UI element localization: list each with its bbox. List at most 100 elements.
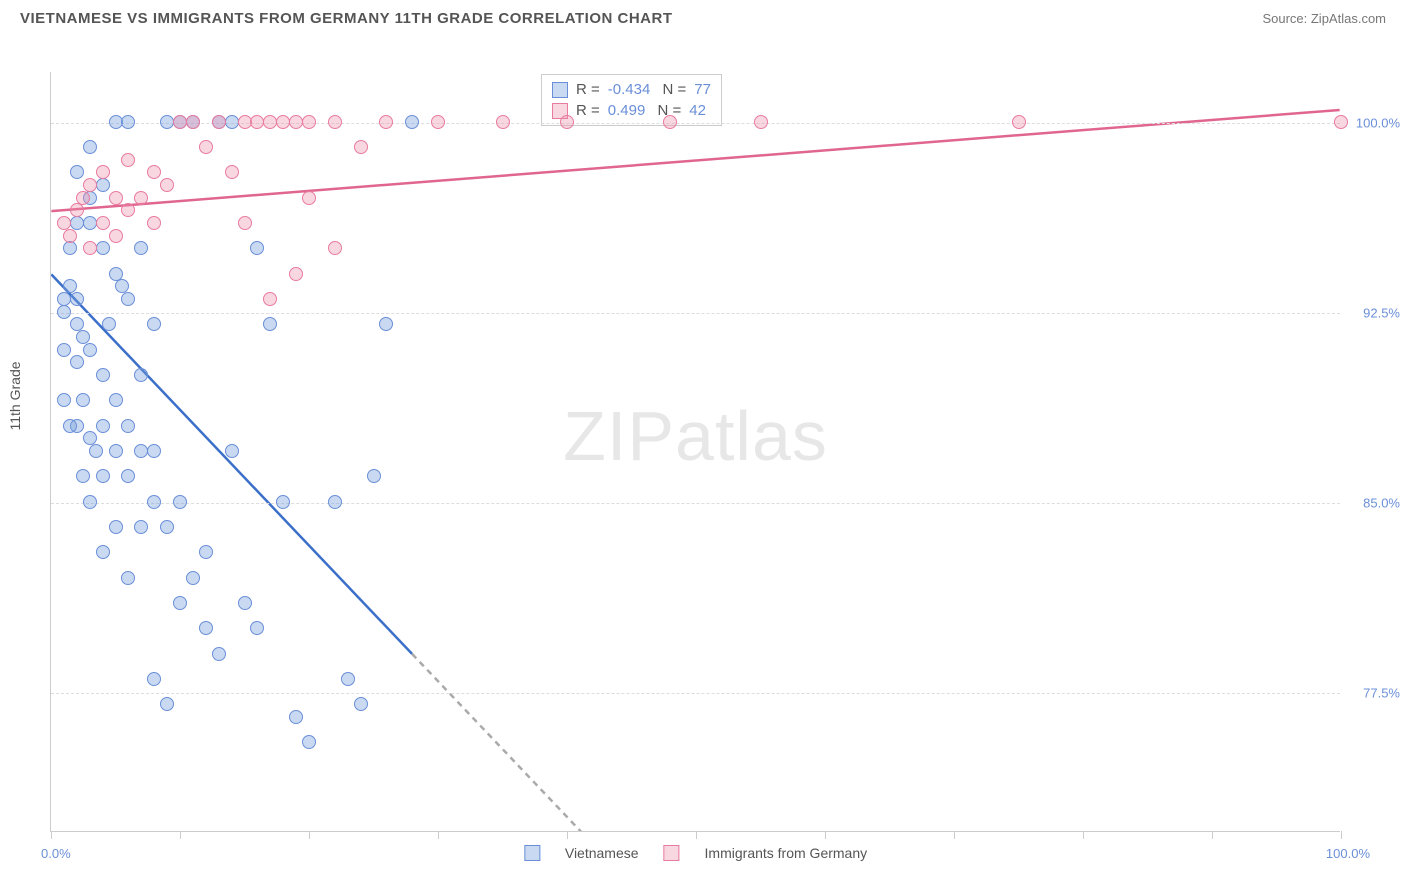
data-point	[121, 469, 135, 483]
x-tick-min: 0.0%	[41, 846, 71, 861]
data-point	[186, 115, 200, 129]
data-point	[115, 279, 129, 293]
data-point	[173, 115, 187, 129]
data-point	[160, 115, 174, 129]
gridline	[51, 693, 1340, 694]
data-point	[328, 495, 342, 509]
data-point	[276, 495, 290, 509]
y-tick-label: 77.5%	[1363, 685, 1400, 700]
r-value-1: -0.434	[608, 81, 651, 98]
data-point	[134, 191, 148, 205]
stat-row-vietnamese: R = -0.434 N = 77	[552, 79, 711, 100]
x-tick	[1083, 831, 1084, 839]
data-point	[302, 191, 316, 205]
data-point	[263, 317, 277, 331]
data-point	[173, 495, 187, 509]
data-point	[405, 115, 419, 129]
data-point	[199, 545, 213, 559]
data-point	[96, 545, 110, 559]
data-point	[109, 520, 123, 534]
data-point	[96, 368, 110, 382]
data-point	[379, 115, 393, 129]
data-point	[1334, 115, 1348, 129]
data-point	[76, 191, 90, 205]
data-point	[328, 241, 342, 255]
data-point	[147, 216, 161, 230]
x-tick	[825, 831, 826, 839]
x-tick	[51, 831, 52, 839]
data-point	[238, 216, 252, 230]
data-point	[212, 647, 226, 661]
data-point	[560, 115, 574, 129]
data-point	[225, 115, 239, 129]
data-point	[70, 165, 84, 179]
data-point	[431, 115, 445, 129]
data-point	[134, 444, 148, 458]
legend-label-1: Vietnamese	[565, 845, 639, 861]
data-point	[341, 672, 355, 686]
data-point	[109, 191, 123, 205]
x-tick	[1212, 831, 1213, 839]
data-point	[96, 419, 110, 433]
data-point	[379, 317, 393, 331]
y-tick-label: 100.0%	[1356, 115, 1400, 130]
data-point	[70, 355, 84, 369]
data-point	[147, 672, 161, 686]
data-point	[63, 419, 77, 433]
y-axis-label: 11th Grade	[7, 361, 23, 430]
data-point	[96, 241, 110, 255]
trend-lines	[51, 72, 1340, 831]
data-point	[102, 317, 116, 331]
data-point	[70, 292, 84, 306]
data-point	[83, 140, 97, 154]
data-point	[302, 735, 316, 749]
data-point	[63, 229, 77, 243]
data-point	[160, 178, 174, 192]
data-point	[121, 571, 135, 585]
data-point	[134, 368, 148, 382]
data-point	[263, 292, 277, 306]
x-tick	[180, 831, 181, 839]
swatch-blue-icon	[552, 82, 568, 98]
data-point	[83, 343, 97, 357]
data-point	[289, 710, 303, 724]
plot-area: ZIPatlas R = -0.434 N = 77 R = 0.499 N =…	[50, 72, 1340, 832]
data-point	[96, 216, 110, 230]
x-tick-max: 100.0%	[1326, 846, 1370, 861]
data-point	[263, 115, 277, 129]
data-point	[57, 393, 71, 407]
data-point	[63, 241, 77, 255]
data-point	[1012, 115, 1026, 129]
data-point	[160, 520, 174, 534]
data-point	[109, 229, 123, 243]
data-point	[199, 621, 213, 635]
data-point	[186, 571, 200, 585]
legend: Vietnamese Immigrants from Germany	[524, 845, 867, 861]
data-point	[250, 115, 264, 129]
data-point	[302, 115, 316, 129]
data-point	[250, 621, 264, 635]
y-tick-label: 92.5%	[1363, 305, 1400, 320]
legend-swatch-pink-icon	[664, 845, 680, 861]
stat-row-germany: R = 0.499 N = 42	[552, 100, 711, 121]
data-point	[76, 393, 90, 407]
x-tick	[309, 831, 310, 839]
gridline	[51, 313, 1340, 314]
data-point	[289, 267, 303, 281]
data-point	[354, 697, 368, 711]
data-point	[83, 495, 97, 509]
data-point	[173, 596, 187, 610]
data-point	[109, 115, 123, 129]
n-value-2: 42	[689, 102, 706, 119]
data-point	[238, 596, 252, 610]
x-tick	[1341, 831, 1342, 839]
chart-title: VIETNAMESE VS IMMIGRANTS FROM GERMANY 11…	[20, 10, 672, 27]
data-point	[70, 203, 84, 217]
data-point	[121, 115, 135, 129]
data-point	[147, 444, 161, 458]
data-point	[109, 393, 123, 407]
data-point	[83, 241, 97, 255]
legend-label-2: Immigrants from Germany	[705, 845, 868, 861]
source-label: Source: ZipAtlas.com	[1262, 11, 1386, 26]
data-point	[83, 216, 97, 230]
